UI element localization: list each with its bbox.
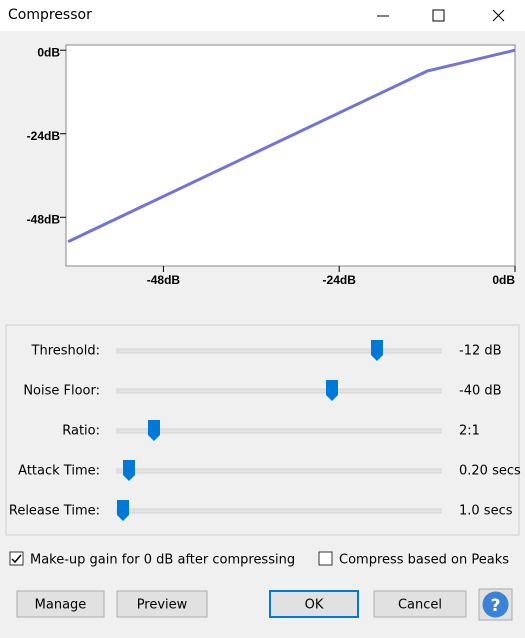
slider-track[interactable] [116,468,442,474]
y-tick-label: -24dB [27,129,61,143]
compression-curve [67,48,516,243]
slider-value: 1.0 secs [459,504,513,519]
slider-label: Ratio: [62,424,100,439]
button[interactable] [116,590,208,618]
slider-value: -40 dB [459,384,502,399]
slider-value: 0.20 secs [459,464,521,479]
title-bar [0,0,525,31]
slider-thumb[interactable] [123,460,135,481]
maximize-button[interactable] [432,9,445,22]
checkbox-label: Make-up gain for 0 dB after compressing [30,553,295,568]
y-tick-label: 0dB [37,45,60,59]
close-button[interactable] [492,9,505,22]
plot-area [65,44,516,267]
slider-label: Threshold: [31,344,100,359]
checkmark [11,554,22,564]
button-label: Manage [35,598,87,613]
slider-thumb[interactable] [326,380,338,401]
slider-track[interactable] [116,508,442,514]
button-label: OK [305,598,324,613]
slider-track[interactable] [116,348,442,354]
checkbox[interactable] [9,551,24,566]
controls-panel [5,324,520,536]
button[interactable] [16,590,105,618]
help-label: ? [491,596,501,616]
slider-track[interactable] [116,388,442,394]
slider-value: -12 dB [459,344,502,359]
checkbox[interactable] [318,551,333,566]
slider-label: Release Time: [9,504,100,519]
slider-thumb[interactable] [371,340,383,361]
slider-thumb[interactable] [117,500,129,521]
window-title: Compressor [8,7,92,23]
y-tick-label: -48dB [27,212,61,226]
x-tick-label: -48dB [147,273,181,287]
button-label: Preview [137,598,188,613]
slider-label: Noise Floor: [23,384,100,399]
button[interactable] [269,590,359,618]
x-tick-label: -24dB [323,273,357,287]
slider-thumb[interactable] [148,420,160,441]
slider-track[interactable] [116,428,442,434]
button-label: Cancel [398,598,442,613]
slider-label: Attack Time: [18,464,100,479]
help-button[interactable] [482,591,509,618]
checkbox-label: Compress based on Peaks [339,553,509,568]
x-tick-label: 0dB [492,273,515,287]
slider-value: 2:1 [459,424,480,439]
button[interactable] [373,590,467,618]
